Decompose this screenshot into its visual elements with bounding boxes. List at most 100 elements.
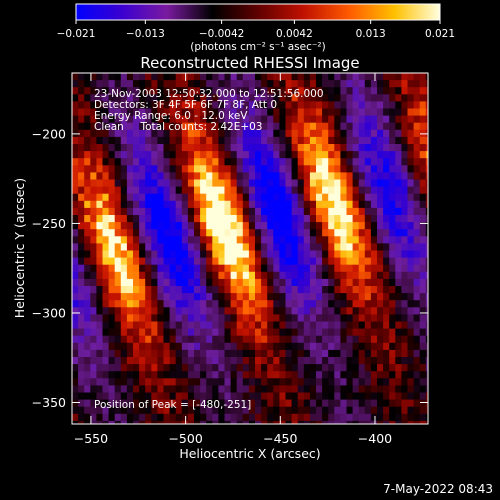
heatmap-cell (303, 115, 311, 124)
heatmap-cell (157, 314, 165, 323)
heatmap-cell (236, 335, 244, 344)
heatmap-cell (139, 243, 146, 252)
heatmap-cell (352, 364, 360, 372)
heatmap-cell (126, 80, 134, 88)
heatmap-cell (383, 271, 390, 280)
heatmap-cell (90, 215, 97, 223)
heatmap-cell (407, 144, 415, 152)
heatmap-cell (383, 179, 390, 188)
heatmap-cell (230, 151, 238, 159)
heatmap-cell (96, 250, 104, 259)
heatmap-cell (407, 222, 415, 230)
heatmap-cell (169, 200, 177, 209)
heatmap-cell (364, 87, 372, 95)
heatmap-cell (279, 300, 287, 308)
heatmap-cell (90, 101, 97, 110)
heatmap-cell (309, 321, 317, 330)
heatmap-cell (364, 73, 372, 81)
heatmap-cell (303, 257, 311, 266)
heatmap-cell (78, 136, 85, 145)
heatmap-cell (230, 307, 238, 315)
heatmap-cell (84, 264, 91, 273)
heatmap-cell (230, 371, 238, 379)
heatmap-cell (206, 158, 213, 166)
heatmap-cell (96, 165, 104, 173)
heatmap-cell (72, 278, 79, 287)
heatmap-cell (297, 94, 305, 102)
heatmap-cell (242, 144, 250, 152)
heatmap-cell (364, 413, 372, 422)
heatmap-cell (218, 186, 226, 195)
annotation-counts: Clean Total counts: 2.42E+03 (94, 121, 263, 133)
heatmap-cell (377, 115, 384, 124)
heatmap-cell (364, 392, 372, 401)
heatmap-cell (242, 314, 250, 323)
heatmap-cell (120, 115, 128, 124)
heatmap-cell (181, 257, 189, 266)
heatmap-cell (334, 165, 341, 173)
heatmap-cell (309, 236, 317, 244)
heatmap-cell (139, 108, 146, 117)
heatmap-cell (248, 108, 256, 117)
heatmap-cell (78, 328, 85, 337)
heatmap-cell (90, 406, 97, 415)
heatmap-cell (248, 94, 256, 102)
heatmap-cell (309, 307, 317, 315)
heatmap-cell (151, 165, 158, 173)
heatmap-cell (102, 101, 110, 110)
heatmap-cell (370, 73, 378, 81)
heatmap-cell (84, 364, 91, 372)
heatmap-cell (297, 179, 305, 188)
heatmap-cell (279, 73, 287, 81)
heatmap-cell (90, 278, 97, 287)
heatmap-cell (328, 80, 335, 88)
heatmap-cell (242, 371, 250, 379)
heatmap-cell (242, 186, 250, 195)
heatmap-cell (303, 136, 311, 145)
heatmap-cell (212, 378, 219, 386)
heatmap-cell (133, 129, 140, 138)
heatmap-cell (163, 300, 171, 308)
heatmap-cell (212, 207, 219, 216)
heatmap-cell (346, 357, 354, 365)
heatmap-cell (212, 357, 219, 365)
heatmap-cell (401, 278, 409, 287)
heatmap-cell (96, 286, 104, 294)
heatmap-cell (212, 186, 219, 195)
heatmap-cell (334, 222, 341, 230)
heatmap-cell (175, 342, 183, 351)
heatmap-cell (157, 144, 165, 152)
heatmap-cell (108, 314, 116, 323)
heatmap-cell (84, 151, 91, 159)
heatmap-cell (169, 151, 177, 159)
heatmap-cell (407, 236, 415, 244)
heatmap-cell (230, 158, 238, 166)
heatmap-cell (169, 193, 177, 202)
heatmap-cell (108, 200, 116, 209)
heatmap-cell (352, 250, 360, 259)
heatmap-cell (194, 399, 201, 408)
heatmap-cell (395, 328, 402, 337)
heatmap-cell (401, 264, 409, 273)
heatmap-cell (401, 399, 409, 408)
heatmap-cell (322, 385, 329, 394)
heatmap-cell (285, 115, 293, 124)
heatmap-cell (395, 151, 402, 159)
heatmap-cell (334, 200, 341, 209)
heatmap-cell (413, 73, 421, 81)
heatmap-cell (151, 80, 158, 88)
heatmap-cell (78, 129, 85, 138)
heatmap-cell (200, 94, 207, 102)
heatmap-cell (84, 321, 91, 330)
heatmap-cell (78, 193, 85, 202)
heatmap-cell (334, 144, 341, 152)
heatmap-cell (224, 179, 232, 188)
heatmap-cell (328, 349, 335, 358)
footer-timestamp: 7-May-2022 08:43 (383, 482, 493, 496)
heatmap-cell (187, 136, 195, 145)
heatmap-cell (84, 349, 91, 358)
heatmap-cell (425, 321, 428, 330)
heatmap-cell (407, 307, 415, 315)
heatmap-cell (224, 321, 232, 330)
heatmap-cell (273, 108, 280, 117)
